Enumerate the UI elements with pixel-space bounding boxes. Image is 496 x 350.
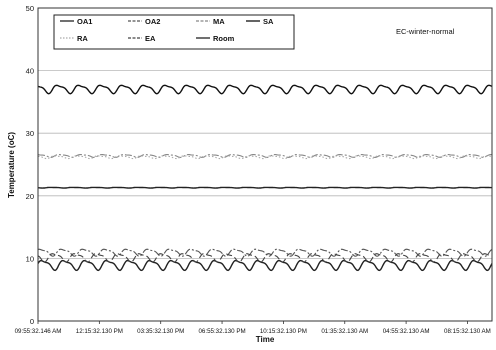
series-line-oa1	[37, 259, 493, 272]
legend-label: EA	[145, 34, 156, 43]
y-tick-label: 20	[26, 192, 34, 201]
y-tick-label: 10	[26, 254, 34, 263]
x-tick-label: 04:55:32.130 AM	[383, 328, 430, 335]
legend-label: OA1	[77, 17, 92, 26]
chart-annotation: EC-winter-normal	[396, 27, 455, 36]
x-tick-label: 10:15:32.130 PM	[260, 328, 307, 335]
grid-layer	[38, 70, 492, 259]
series-line-ma	[37, 154, 492, 158]
y-tick-label: 0	[30, 317, 34, 326]
x-tick-label: 09:55:32.146 AM	[15, 328, 62, 335]
y-axis-label: Temperature (oC)	[7, 132, 16, 198]
x-tick-label: 08:15:32.130 AM	[444, 328, 491, 335]
series-layer	[37, 84, 493, 272]
series-line-oa2	[37, 248, 493, 257]
legend-label: OA2	[145, 17, 160, 26]
legend-label: Room	[213, 34, 235, 43]
legend-label: RA	[77, 34, 88, 43]
y-tick-label: 30	[26, 129, 34, 138]
y-tick-label: 50	[26, 4, 34, 13]
x-tick-label: 12:15:32.130 PM	[76, 328, 123, 335]
y-tick-labels: 0 10 20 30 40 50	[26, 4, 34, 326]
series-line-sa	[37, 84, 493, 95]
series-line-ea	[37, 253, 493, 263]
x-axis-label: Time	[256, 335, 275, 344]
legend-label: SA	[263, 17, 274, 26]
plot-frame	[37, 7, 493, 322]
series-line-room	[37, 186, 493, 189]
series-line-ra	[38, 155, 493, 160]
x-tick-label: 03:35:32.130 PM	[137, 328, 184, 335]
x-tick-label: 01:35:32.130 AM	[321, 328, 368, 335]
legend-label: MA	[213, 17, 225, 26]
x-tick-labels: 09:55:32.146 AM 12:15:32.130 PM 03:35:32.1…	[15, 321, 491, 335]
y-tick-label: 40	[26, 67, 34, 76]
x-tick-label: 06:55:32.130 PM	[198, 328, 245, 335]
legend: OA1 OA2 MA SA RA EA Room	[53, 14, 295, 50]
